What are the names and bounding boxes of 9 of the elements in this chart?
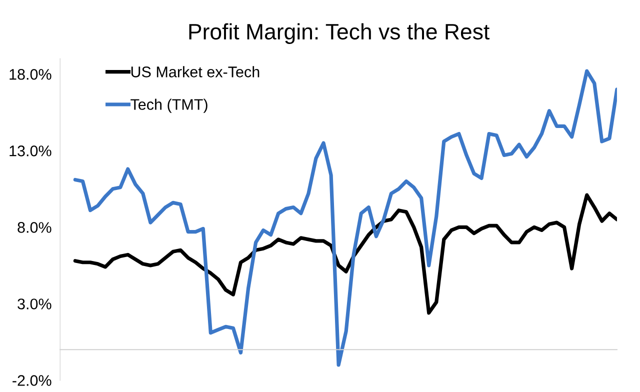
legend-label: Tech (TMT): [130, 98, 208, 113]
y-tick-label: 13.0%: [10, 146, 52, 156]
y-tick-label: 3.0%: [18, 298, 52, 310]
line-series: [73, 193, 617, 315]
chart-title: Profit Margin: Tech vs the Rest: [189, 23, 490, 44]
legend-label: US Market ex-Tech: [131, 66, 260, 78]
y-tick-label: -2.0%: [12, 375, 52, 386]
y-tick-label: 18.0%: [10, 68, 52, 80]
y-tick-label: 8.0%: [18, 222, 52, 233]
